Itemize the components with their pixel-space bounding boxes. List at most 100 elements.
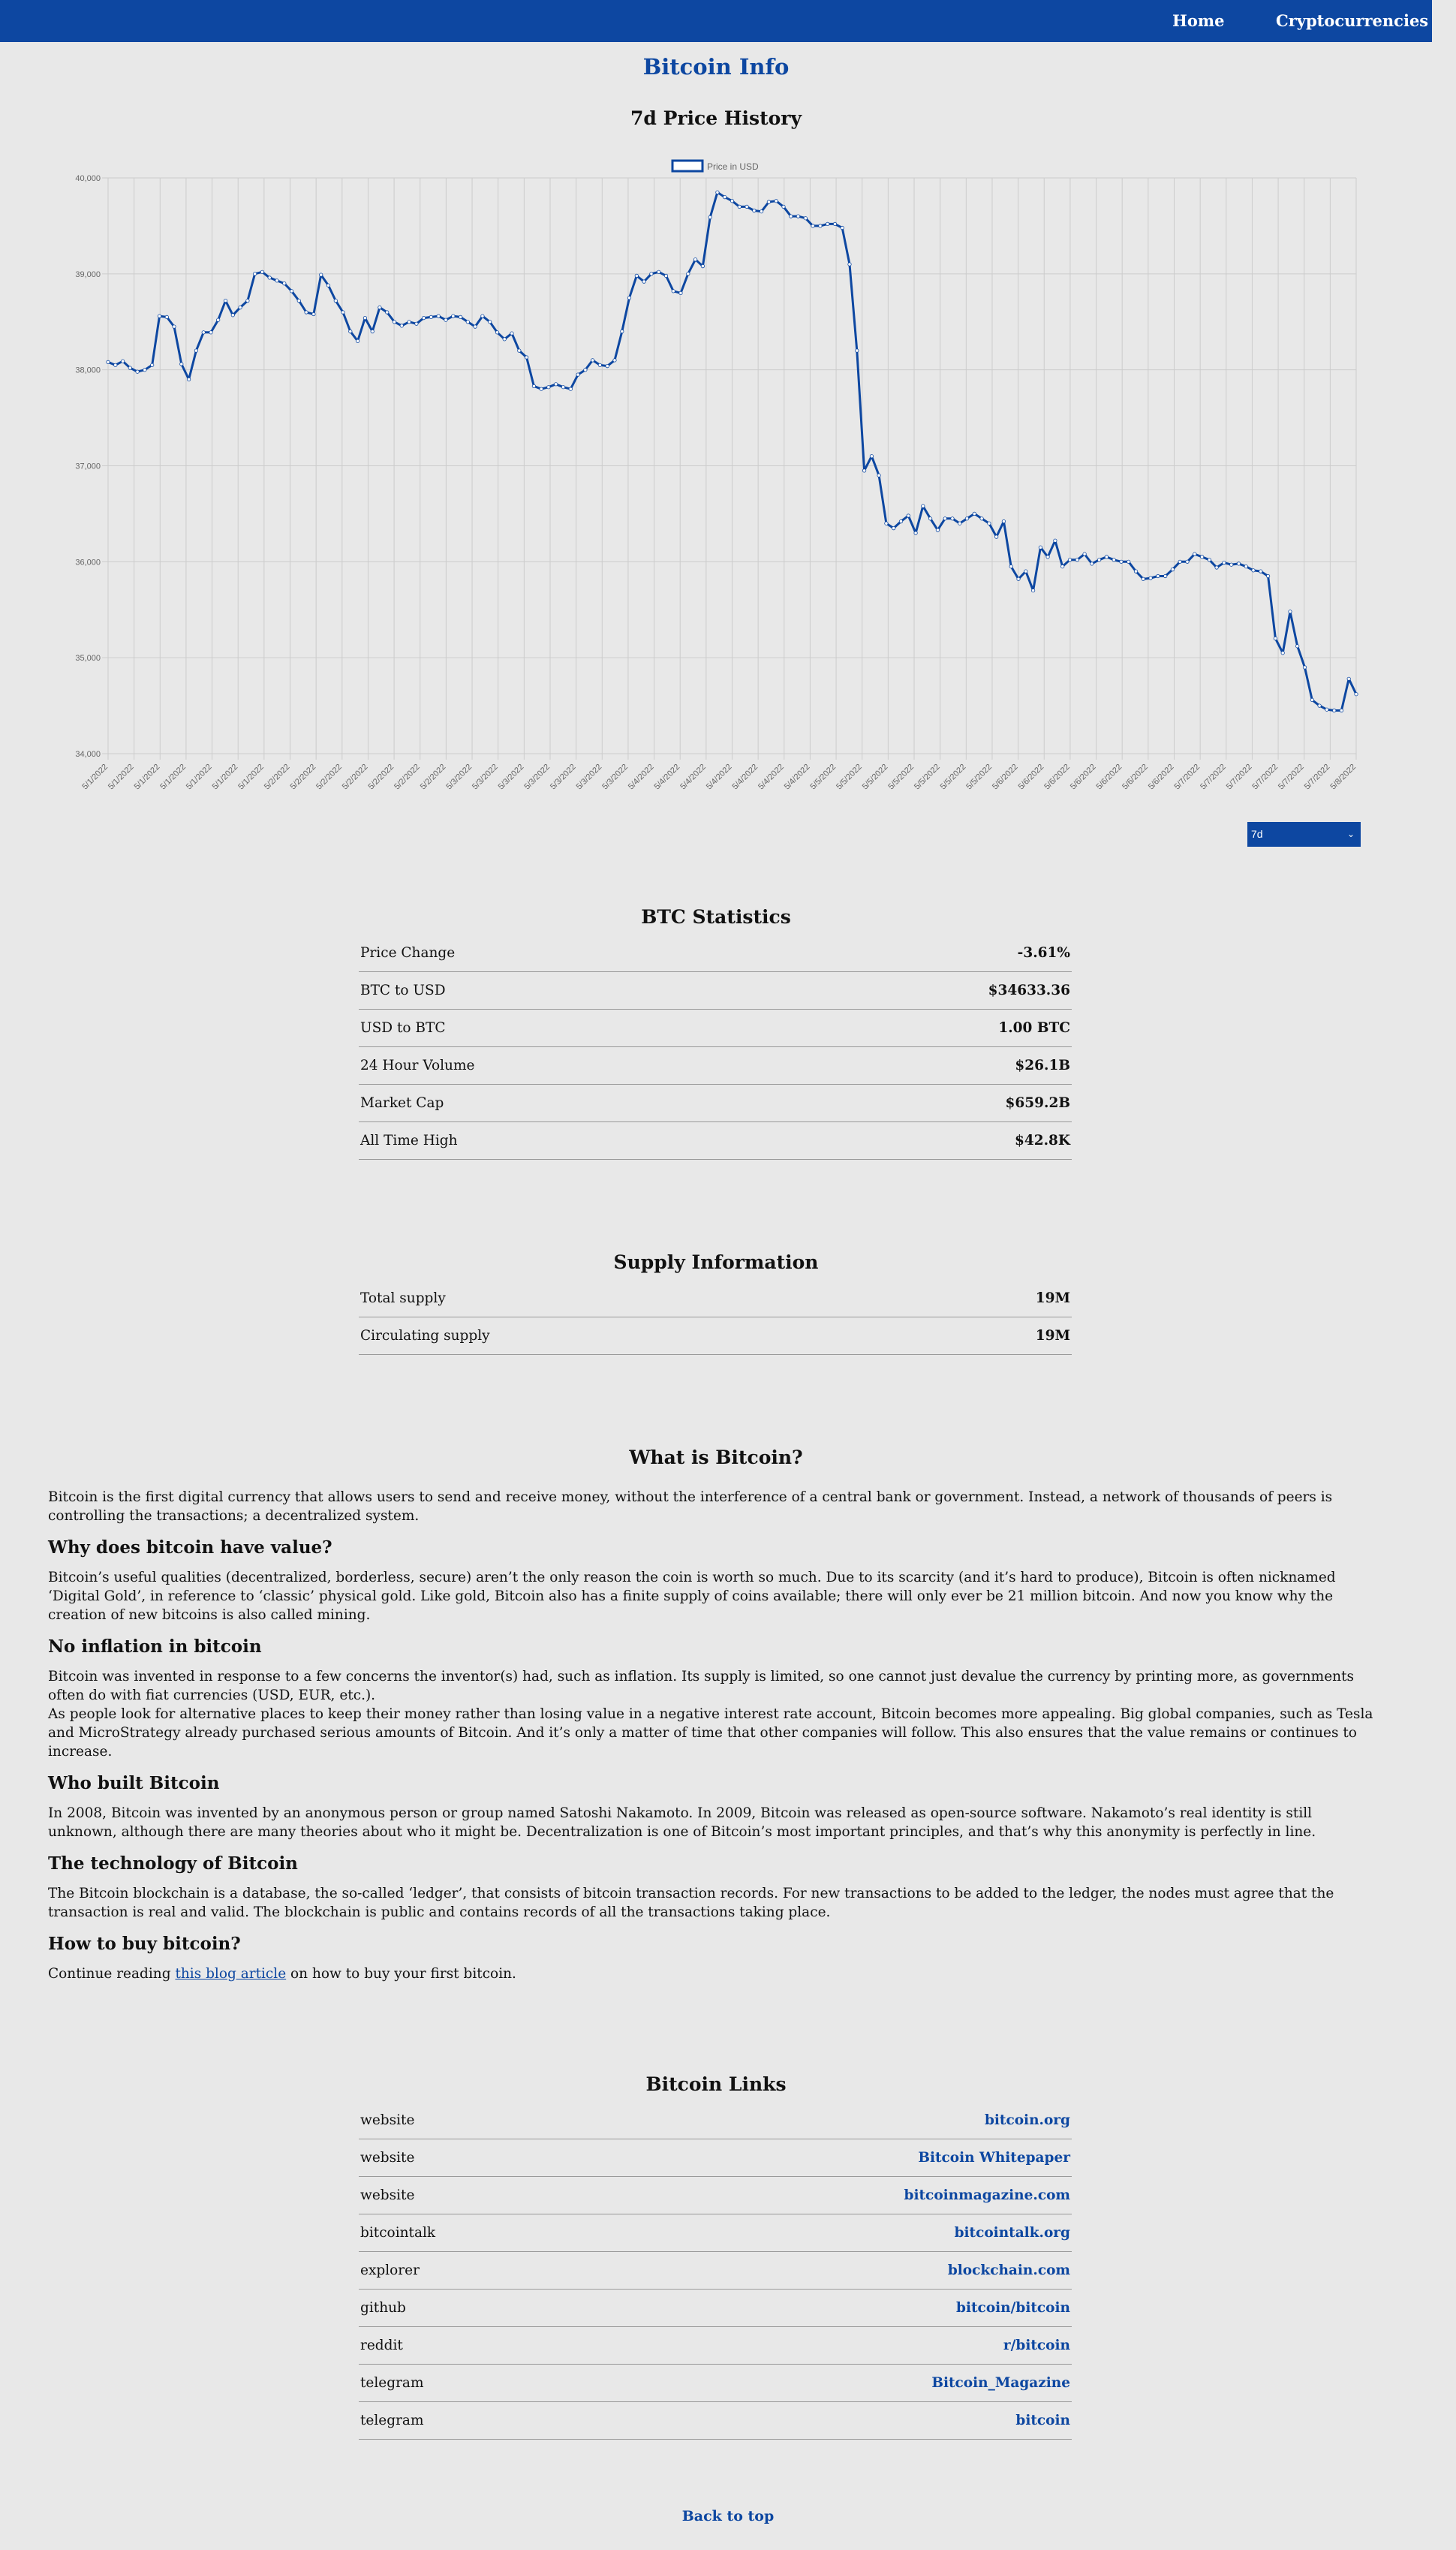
price-point[interactable]	[642, 279, 646, 284]
price-point[interactable]	[385, 310, 390, 315]
price-point[interactable]	[143, 368, 147, 372]
blog-article-link[interactable]: this blog article	[175, 1966, 287, 1982]
price-point[interactable]	[495, 330, 500, 335]
price-point[interactable]	[1045, 555, 1050, 559]
price-point[interactable]	[745, 204, 749, 209]
link-value[interactable]: Bitcoin_Magazine	[931, 2375, 1070, 2391]
price-point[interactable]	[121, 359, 125, 363]
price-point[interactable]	[341, 310, 345, 315]
price-point[interactable]	[634, 273, 639, 278]
price-point[interactable]	[950, 516, 955, 521]
price-point[interactable]	[686, 272, 690, 276]
price-point[interactable]	[407, 320, 411, 324]
price-point[interactable]	[1310, 697, 1314, 703]
price-point[interactable]	[473, 324, 477, 329]
price-point[interactable]	[715, 190, 720, 194]
price-point[interactable]	[451, 314, 456, 318]
link-value[interactable]: r/bitcoin	[1003, 2338, 1070, 2353]
price-point[interactable]	[1141, 577, 1145, 581]
price-point[interactable]	[781, 204, 786, 209]
nav-cryptocurrencies-link[interactable]: Cryptocurrencies	[1276, 11, 1429, 30]
price-point[interactable]	[429, 315, 434, 319]
price-point[interactable]	[362, 316, 367, 321]
price-point[interactable]	[539, 387, 543, 391]
price-point[interactable]	[958, 521, 962, 525]
price-point[interactable]	[612, 358, 617, 363]
price-point[interactable]	[1280, 651, 1285, 655]
price-point[interactable]	[1119, 559, 1124, 564]
link-value[interactable]: bitcoinmagazine.com	[904, 2187, 1070, 2203]
price-point[interactable]	[326, 283, 331, 288]
price-point[interactable]	[230, 313, 235, 318]
price-point[interactable]	[766, 200, 772, 204]
price-point[interactable]	[906, 513, 910, 518]
price-point[interactable]	[869, 454, 874, 459]
price-point[interactable]	[510, 331, 514, 336]
price-point[interactable]	[444, 318, 448, 322]
link-value[interactable]: Bitcoin Whitepaper	[918, 2150, 1070, 2166]
price-point[interactable]	[1127, 559, 1131, 564]
price-point[interactable]	[128, 366, 132, 370]
price-point[interactable]	[289, 289, 294, 294]
price-point[interactable]	[488, 320, 492, 324]
price-point[interactable]	[943, 516, 947, 521]
price-point[interactable]	[1031, 589, 1036, 593]
price-point[interactable]	[172, 324, 176, 329]
price-point[interactable]	[1090, 561, 1094, 566]
price-point[interactable]	[157, 314, 162, 318]
price-point[interactable]	[311, 312, 316, 317]
price-point[interactable]	[972, 511, 976, 516]
nav-home-link[interactable]: Home	[1172, 11, 1225, 30]
price-point[interactable]	[796, 214, 801, 218]
price-point[interactable]	[590, 358, 595, 363]
price-point[interactable]	[752, 208, 757, 213]
price-point[interactable]	[583, 368, 588, 372]
price-point[interactable]	[480, 314, 485, 318]
price-point[interactable]	[1244, 564, 1248, 569]
chart-legend[interactable]: Price in USD	[671, 159, 759, 173]
price-point[interactable]	[1156, 574, 1160, 579]
price-point[interactable]	[1024, 569, 1028, 574]
price-point[interactable]	[517, 348, 522, 353]
price-point[interactable]	[1207, 558, 1212, 562]
price-point[interactable]	[1236, 561, 1241, 566]
price-point[interactable]	[1053, 538, 1057, 543]
price-point[interactable]	[657, 269, 661, 274]
price-point[interactable]	[979, 516, 984, 521]
price-point[interactable]	[678, 291, 683, 295]
price-point[interactable]	[862, 468, 867, 473]
price-point[interactable]	[884, 521, 889, 525]
price-point[interactable]	[877, 473, 881, 477]
price-point[interactable]	[671, 289, 675, 294]
price-point[interactable]	[994, 534, 999, 539]
price-point[interactable]	[187, 377, 191, 381]
price-point[interactable]	[759, 209, 764, 214]
price-point[interactable]	[275, 278, 279, 283]
price-point[interactable]	[935, 528, 940, 532]
price-point[interactable]	[818, 224, 823, 228]
price-point[interactable]	[1001, 519, 1006, 524]
price-point[interactable]	[1082, 552, 1087, 556]
price-point[interactable]	[693, 257, 698, 262]
price-point[interactable]	[627, 296, 632, 300]
price-point[interactable]	[355, 339, 360, 343]
price-point[interactable]	[605, 363, 609, 369]
price-point[interactable]	[1288, 610, 1292, 614]
price-point[interactable]	[209, 330, 213, 335]
link-value[interactable]: bitcoin/bitcoin	[956, 2300, 1070, 2316]
price-point[interactable]	[1185, 559, 1190, 564]
price-point[interactable]	[898, 519, 904, 524]
price-point[interactable]	[987, 521, 991, 525]
price-point[interactable]	[414, 321, 419, 326]
price-point[interactable]	[1112, 558, 1116, 562]
price-point[interactable]	[436, 314, 441, 318]
price-point[interactable]	[1104, 555, 1109, 559]
price-point[interactable]	[620, 329, 624, 334]
price-point[interactable]	[1295, 644, 1300, 649]
price-point[interactable]	[150, 363, 155, 367]
price-point[interactable]	[319, 272, 323, 277]
price-point[interactable]	[282, 281, 287, 286]
price-point[interactable]	[730, 199, 735, 203]
price-point[interactable]	[723, 194, 727, 200]
price-point[interactable]	[531, 384, 537, 388]
